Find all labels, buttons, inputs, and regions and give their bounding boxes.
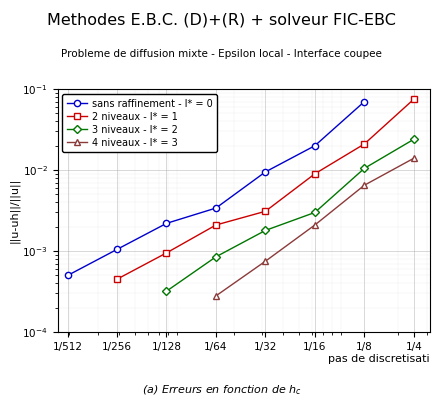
Text: (a) Erreurs en fonction de $h_c$: (a) Erreurs en fonction de $h_c$ bbox=[142, 383, 301, 397]
4 niveaux - l* = 3 bbox=[411, 156, 416, 161]
Line: sans raffinement - l* = 0: sans raffinement - l* = 0 bbox=[64, 98, 367, 279]
3 niveaux - l* = 2 bbox=[312, 210, 318, 215]
2 niveaux - l* = 1 bbox=[263, 209, 268, 214]
Y-axis label: ||u-uh||/||u||: ||u-uh||/||u|| bbox=[9, 178, 19, 243]
Text: Methodes E.B.C. (D)+(R) + solveur FIC-EBC: Methodes E.B.C. (D)+(R) + solveur FIC-EB… bbox=[47, 12, 396, 27]
Line: 4 niveaux - l* = 3: 4 niveaux - l* = 3 bbox=[213, 155, 417, 299]
2 niveaux - l* = 1 bbox=[411, 97, 416, 102]
2 niveaux - l* = 1 bbox=[114, 277, 120, 281]
2 niveaux - l* = 1 bbox=[361, 142, 367, 147]
4 niveaux - l* = 3 bbox=[361, 183, 367, 188]
3 niveaux - l* = 2 bbox=[213, 254, 218, 259]
sans raffinement - l* = 0 bbox=[312, 143, 318, 148]
Text: Probleme de diffusion mixte - Epsilon local - Interface coupee: Probleme de diffusion mixte - Epsilon lo… bbox=[61, 49, 382, 59]
4 niveaux - l* = 3 bbox=[213, 294, 218, 298]
sans raffinement - l* = 0 bbox=[164, 221, 169, 226]
Line: 2 niveaux - l* = 1: 2 niveaux - l* = 1 bbox=[114, 96, 417, 282]
2 niveaux - l* = 1 bbox=[312, 171, 318, 176]
3 niveaux - l* = 2 bbox=[263, 228, 268, 233]
3 niveaux - l* = 2 bbox=[411, 137, 416, 142]
4 niveaux - l* = 3 bbox=[312, 223, 318, 228]
4 niveaux - l* = 3 bbox=[263, 259, 268, 264]
Text: pas de discretisati: pas de discretisati bbox=[328, 354, 430, 364]
3 niveaux - l* = 2 bbox=[164, 289, 169, 294]
sans raffinement - l* = 0 bbox=[263, 169, 268, 174]
Line: 3 niveaux - l* = 2: 3 niveaux - l* = 2 bbox=[163, 136, 417, 294]
2 niveaux - l* = 1 bbox=[213, 223, 218, 228]
Legend: sans raffinement - l* = 0, 2 niveaux - l* = 1, 3 niveaux - l* = 2, 4 niveaux - l: sans raffinement - l* = 0, 2 niveaux - l… bbox=[62, 94, 217, 152]
sans raffinement - l* = 0 bbox=[114, 247, 120, 252]
3 niveaux - l* = 2 bbox=[361, 166, 367, 171]
2 niveaux - l* = 1 bbox=[164, 250, 169, 255]
sans raffinement - l* = 0 bbox=[361, 99, 367, 104]
sans raffinement - l* = 0 bbox=[213, 206, 218, 211]
sans raffinement - l* = 0 bbox=[65, 273, 70, 278]
